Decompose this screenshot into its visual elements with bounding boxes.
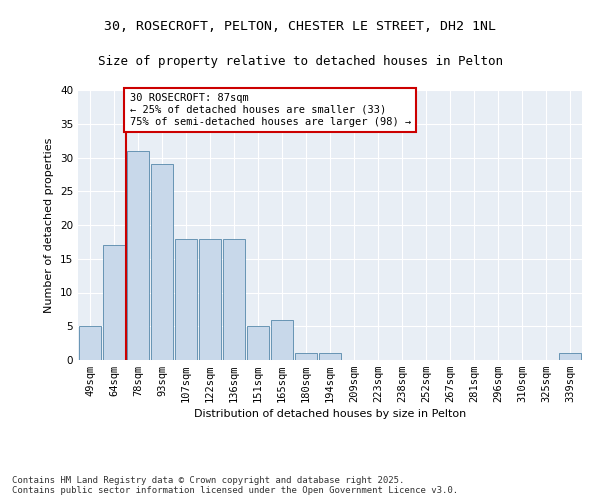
- Bar: [151, 164, 173, 360]
- Bar: [103, 245, 125, 360]
- Bar: [79, 326, 101, 360]
- Bar: [199, 238, 221, 360]
- Bar: [127, 151, 149, 360]
- Bar: [247, 326, 269, 360]
- Y-axis label: Number of detached properties: Number of detached properties: [44, 138, 55, 312]
- Bar: [295, 353, 317, 360]
- Text: 30, ROSECROFT, PELTON, CHESTER LE STREET, DH2 1NL: 30, ROSECROFT, PELTON, CHESTER LE STREET…: [104, 20, 496, 33]
- Bar: [319, 353, 341, 360]
- Text: Contains HM Land Registry data © Crown copyright and database right 2025.
Contai: Contains HM Land Registry data © Crown c…: [12, 476, 458, 495]
- Bar: [223, 238, 245, 360]
- Bar: [175, 238, 197, 360]
- Bar: [271, 320, 293, 360]
- X-axis label: Distribution of detached houses by size in Pelton: Distribution of detached houses by size …: [194, 410, 466, 420]
- Text: Size of property relative to detached houses in Pelton: Size of property relative to detached ho…: [97, 55, 503, 68]
- Bar: [559, 353, 581, 360]
- Text: 30 ROSECROFT: 87sqm
← 25% of detached houses are smaller (33)
75% of semi-detach: 30 ROSECROFT: 87sqm ← 25% of detached ho…: [130, 94, 411, 126]
